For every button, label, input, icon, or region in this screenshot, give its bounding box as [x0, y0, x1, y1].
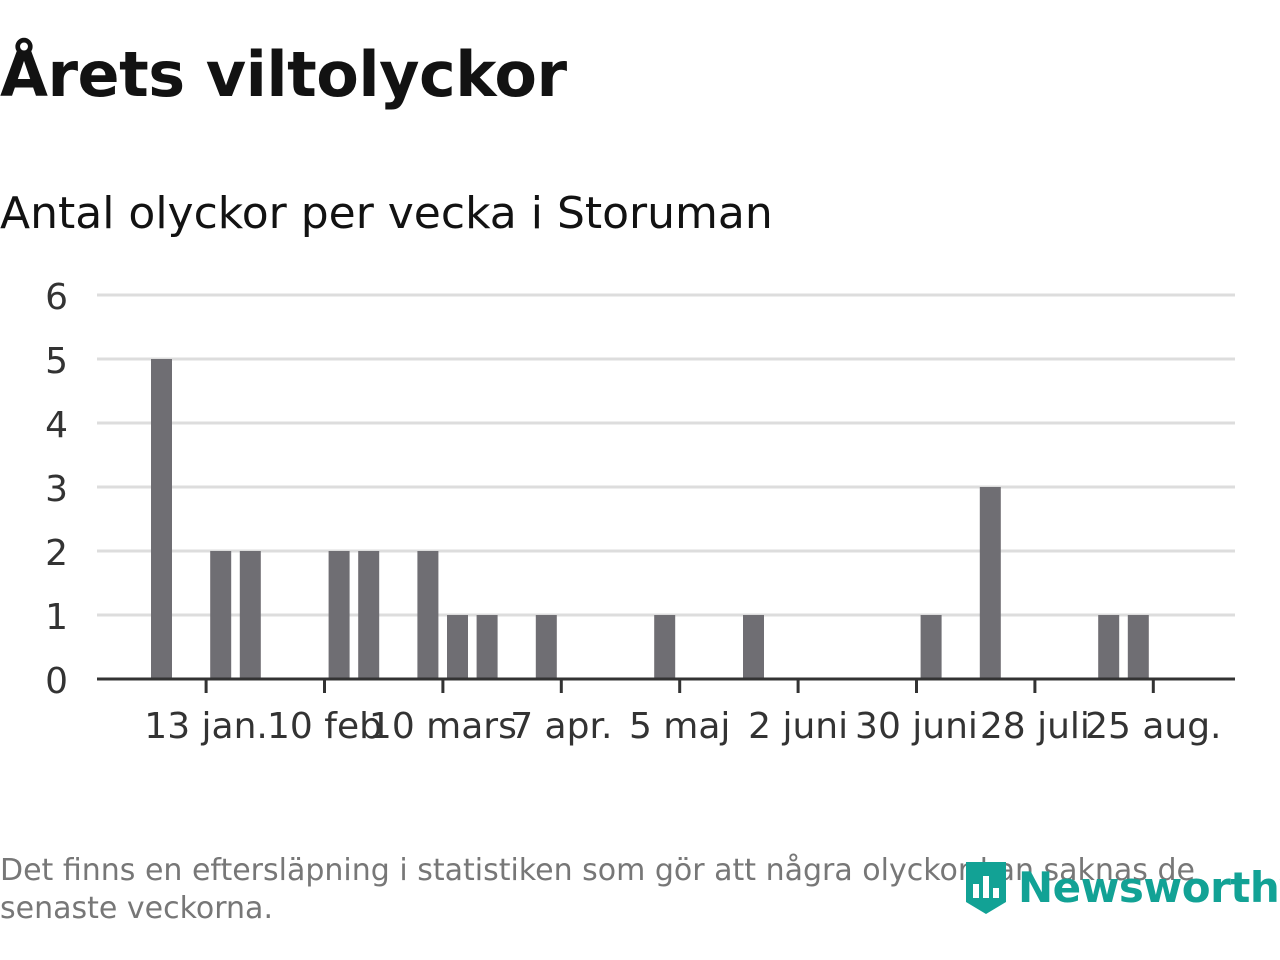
- bar: [447, 615, 468, 679]
- x-tick-label: 5 maj: [629, 706, 730, 747]
- y-tick-label: 6: [45, 277, 68, 318]
- y-tick-label: 1: [45, 597, 68, 638]
- bar: [1098, 615, 1120, 679]
- y-tick-label: 5: [45, 341, 68, 382]
- x-tick-label: 28 juli: [980, 706, 1090, 747]
- brand-name: Newsworthy: [1018, 862, 1280, 912]
- bar: [151, 359, 172, 679]
- bar: [979, 487, 1001, 679]
- x-tick-label: 30 juni: [855, 706, 978, 747]
- chart-title: Årets viltolyckor: [0, 38, 567, 111]
- bar: [535, 615, 557, 679]
- x-tick-label: 10 feb: [267, 706, 382, 747]
- bar: [210, 551, 232, 679]
- bar: [328, 551, 350, 679]
- bar: [920, 615, 942, 679]
- bar: [654, 615, 676, 679]
- x-tick-label: 25 aug.: [1085, 706, 1221, 747]
- bar: [358, 551, 380, 679]
- bar: [743, 615, 764, 679]
- bar: [417, 551, 439, 679]
- x-tick-label: 10 mars: [369, 706, 517, 747]
- x-tick-label: 13 jan.: [144, 706, 268, 747]
- newsworthy-logo-icon: [966, 862, 1006, 914]
- chart-subtitle: Antal olyckor per vecka i Storuman: [0, 188, 773, 239]
- x-tick-label: 2 juni: [748, 706, 848, 747]
- bar: [476, 615, 498, 679]
- bar: [239, 551, 261, 679]
- y-tick-label: 4: [45, 405, 68, 446]
- x-tick-label: 7 apr.: [510, 706, 612, 747]
- brand-logo: Newsworthy: [962, 858, 1280, 916]
- bar: [1127, 615, 1149, 679]
- y-tick-label: 2: [45, 533, 68, 574]
- y-tick-label: 0: [45, 661, 68, 702]
- y-tick-label: 3: [45, 469, 68, 510]
